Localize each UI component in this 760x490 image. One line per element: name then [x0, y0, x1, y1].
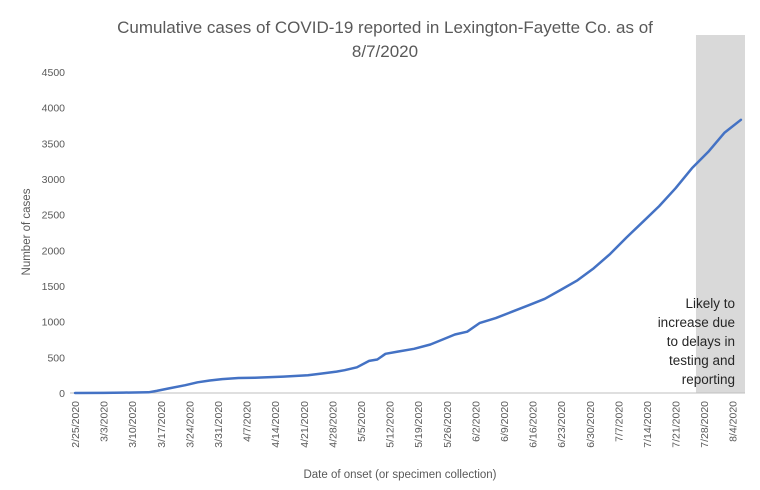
x-tick-label: 5/19/2020	[413, 401, 425, 448]
y-tick-label: 2000	[42, 245, 66, 257]
y-tick-label: 500	[47, 352, 65, 364]
chart-title-line-2: 8/7/2020	[352, 42, 418, 61]
x-tick-label: 7/21/2020	[671, 401, 683, 448]
x-tick-label: 6/2/2020	[470, 401, 482, 442]
y-axis-tick-labels: 0 500 1000 1500 2000 2500 3000 3500 4000 4500	[42, 67, 66, 400]
annotation-line-5: reporting	[682, 372, 735, 387]
delay-annotation: Likely to increase due to delays in test…	[658, 296, 735, 387]
y-tick-label: 0	[59, 388, 65, 400]
x-tick-label: 6/30/2020	[585, 401, 597, 448]
x-tick-label: 7/14/2020	[642, 401, 654, 448]
cases-series-line	[73, 118, 743, 395]
x-axis-tick-labels: 2/25/2020 3/3/2020 3/10/2020 3/17/2020 3/24/…	[70, 401, 740, 448]
x-tick-label: 5/26/2020	[442, 401, 454, 448]
x-tick-label: 6/16/2020	[528, 401, 540, 448]
y-tick-label: 3000	[42, 174, 66, 186]
y-tick-label: 1000	[42, 317, 66, 329]
chart-title-line-1: Cumulative cases of COVID-19 reported in…	[117, 18, 653, 37]
x-tick-label: 8/4/2020	[728, 401, 740, 442]
y-tick-label: 4000	[42, 103, 66, 115]
annotation-line-3: to delays in	[667, 334, 735, 349]
annotation-line-1: Likely to	[685, 296, 735, 311]
x-tick-label: 3/24/2020	[184, 401, 196, 448]
likely-increase-shaded-region	[695, 35, 745, 393]
x-tick-label: 4/7/2020	[242, 401, 254, 442]
x-tick-label: 4/14/2020	[270, 401, 282, 448]
y-tick-label: 3500	[42, 138, 66, 150]
x-tick-label: 5/5/2020	[356, 401, 368, 442]
y-tick-label: 4500	[42, 67, 66, 79]
annotation-line-2: increase due	[658, 315, 735, 330]
x-tick-label: 3/3/2020	[99, 401, 111, 442]
x-tick-label: 7/7/2020	[613, 401, 625, 442]
y-axis-title: Number of cases	[21, 188, 33, 275]
x-tick-label: 4/28/2020	[327, 401, 339, 448]
x-tick-label: 7/28/2020	[699, 401, 711, 448]
annotation-line-4: testing and	[669, 353, 735, 368]
x-tick-label: 3/10/2020	[127, 401, 139, 448]
x-tick-label: 6/9/2020	[499, 401, 511, 442]
x-axis-title: Date of onset (or specimen collection)	[303, 469, 496, 481]
y-tick-label: 2500	[42, 210, 66, 222]
x-tick-label: 6/23/2020	[556, 401, 568, 448]
y-tick-label: 1500	[42, 281, 66, 293]
chart-title: Cumulative cases of COVID-19 reported in…	[117, 18, 653, 61]
x-tick-label: 3/31/2020	[213, 401, 225, 448]
x-tick-label: 2/25/2020	[70, 401, 82, 448]
x-tick-label: 5/12/2020	[385, 401, 397, 448]
x-tick-label: 3/17/2020	[156, 401, 168, 448]
x-tick-label: 4/21/2020	[299, 401, 311, 448]
